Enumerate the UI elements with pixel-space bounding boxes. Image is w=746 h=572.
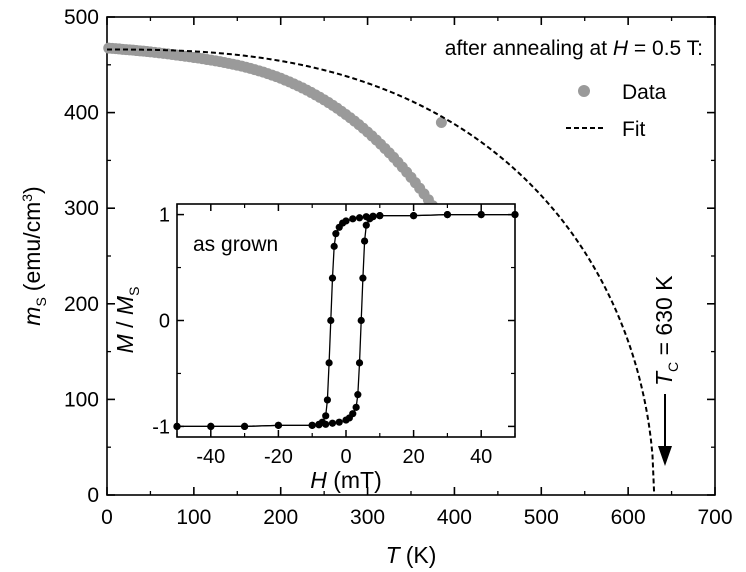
x-tick-label: 500 [524, 506, 559, 529]
inset-data-point [308, 421, 316, 429]
legend-data-label: Data [622, 81, 667, 104]
y-tick-label: 100 [64, 388, 99, 411]
inset: -40 -20 0 20 40 -1 0 1 as grown H (mT) M / MS [112, 203, 519, 493]
inset-data-point [357, 316, 365, 325]
inset-data-point [330, 242, 338, 250]
main-y-axis-title: mS(emu/cm3) [19, 186, 49, 325]
x-tick-label: 600 [611, 506, 646, 529]
legend-data-marker [578, 85, 590, 97]
fit-curve [107, 48, 656, 496]
inset-y-axis-title: M / MS [112, 287, 142, 354]
x-tick-label: 300 [350, 506, 385, 529]
y-tick-label: 400 [64, 102, 99, 125]
legend-fit-label: Fit [622, 118, 645, 141]
tc-label: TC = 630 K [651, 275, 681, 386]
inset-data-point [477, 210, 485, 219]
inset-data-point [335, 418, 343, 426]
inset-axis-ticks: -40 -20 0 20 40 -1 0 1 [152, 204, 516, 468]
inset-x-tick-label: 0 [340, 446, 351, 468]
inset-x-tick-label: -40 [196, 446, 225, 468]
tc-arrowhead-icon [658, 446, 672, 466]
inset-data-point [332, 230, 340, 238]
inset-data-point [410, 212, 418, 220]
tc-annotation: TC = 630 K [651, 275, 681, 466]
inset-data-point [362, 221, 370, 229]
legend: after annealing at H = 0.5 T: Data Fit [445, 37, 703, 141]
inset-data-point [241, 422, 249, 431]
inset-data-point [355, 359, 364, 367]
inset-data-point [323, 396, 332, 404]
inset-x-tick-label: -20 [264, 446, 293, 468]
inset-series-layer [173, 210, 519, 431]
inset-data-point [369, 213, 377, 221]
inset-y-tick-label: -1 [152, 416, 170, 438]
inset-data-point [511, 210, 519, 219]
inset-data-point [327, 316, 335, 325]
x-tick-label: 0 [101, 506, 113, 529]
inset-data-point [354, 391, 362, 399]
inset-x-tick-label: 20 [402, 446, 424, 468]
y-tick-label: 300 [64, 197, 99, 220]
inset-data-point [359, 274, 367, 282]
inset-data-point [376, 212, 384, 220]
inset-data-point [207, 422, 215, 431]
x-tick-label: 200 [263, 506, 298, 529]
inset-x-tick-label: 40 [470, 446, 492, 468]
inset-data-point [352, 403, 360, 411]
inset-data-point [322, 412, 330, 420]
legend-title: after annealing at H = 0.5 T: [445, 37, 703, 60]
main-x-axis-title: T (K) [386, 542, 437, 568]
inset-y-tick-label: 1 [159, 205, 170, 227]
x-tick-label: 700 [697, 506, 732, 529]
inset-annotation: as grown [193, 233, 278, 256]
y-tick-label: 200 [64, 293, 99, 316]
inset-data-point [274, 421, 282, 429]
inset-data-point [328, 419, 337, 427]
x-tick-label: 100 [176, 506, 211, 529]
inset-x-axis-title: H (mT) [310, 467, 382, 493]
inset-data-point [335, 223, 343, 231]
inset-data-point [325, 359, 333, 367]
main-series-layer [103, 42, 656, 496]
inset-data-point [349, 410, 357, 418]
y-tick-label: 0 [87, 484, 99, 507]
inset-y-tick-label: 0 [159, 311, 170, 333]
inset-data-point [443, 210, 451, 219]
inset-data-point [328, 274, 337, 282]
inset-data-point [355, 214, 364, 222]
inset-data-point [360, 237, 369, 245]
y-tick-label: 500 [64, 6, 99, 29]
data-point [435, 117, 447, 129]
inset-data-point [315, 421, 323, 429]
inset-data-point [349, 215, 357, 223]
x-tick-label: 400 [437, 506, 472, 529]
inset-data-point [173, 422, 181, 431]
inset-data-point [322, 420, 330, 428]
